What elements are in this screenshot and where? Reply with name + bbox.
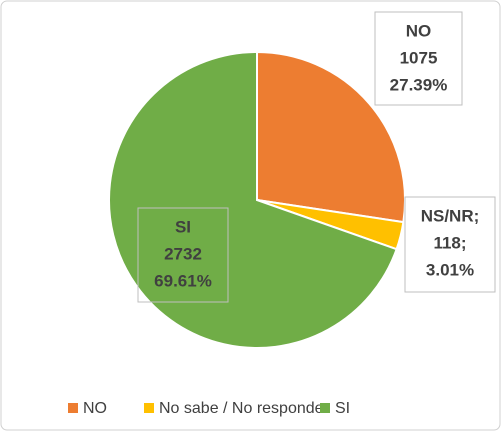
pie-slice bbox=[108, 50, 398, 349]
legend-label: SI bbox=[335, 400, 350, 417]
data-label-value: 118; bbox=[433, 233, 466, 252]
legend-label: No sabe / No responde bbox=[159, 400, 324, 417]
data-label-name: NO bbox=[406, 21, 432, 40]
data-label-percent: 27.39% bbox=[390, 75, 448, 94]
data-label-box bbox=[374, 11, 463, 106]
data-label-value: 1075 bbox=[400, 48, 438, 67]
legend-swatch bbox=[144, 403, 154, 413]
pie-slice bbox=[256, 50, 406, 224]
legend-swatch bbox=[320, 403, 330, 413]
data-label-percent: 69.61% bbox=[154, 271, 212, 290]
data-label-box bbox=[404, 196, 496, 293]
data-label-name: NS/NR; bbox=[421, 206, 480, 225]
data-label-value: 2732 bbox=[164, 244, 202, 263]
data-label-name: SI bbox=[175, 217, 191, 236]
data-label-box bbox=[137, 207, 229, 303]
legend-label: NO bbox=[83, 400, 107, 417]
legend-swatch bbox=[68, 403, 78, 413]
data-label-percent: 3.01% bbox=[426, 260, 474, 279]
